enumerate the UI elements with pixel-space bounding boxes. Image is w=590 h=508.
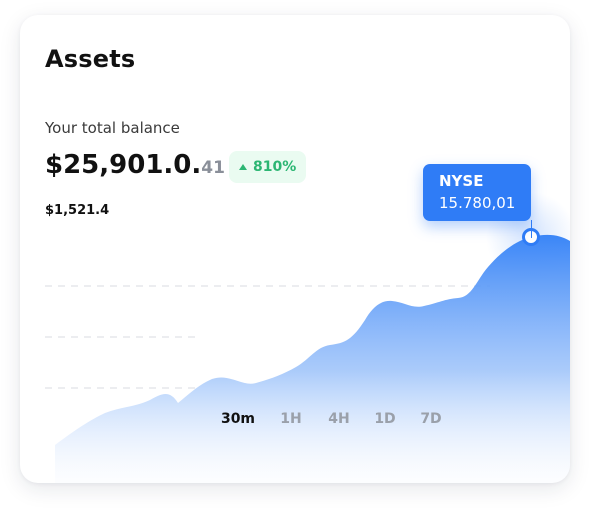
balance-label: Your total balance xyxy=(45,119,180,137)
balance-cents: 41 xyxy=(201,158,225,178)
arrow-up-icon xyxy=(239,164,247,170)
timeframe-1d[interactable]: 1D xyxy=(374,411,396,427)
sub-balance: $1,521.4 xyxy=(45,203,110,218)
tooltip-label: NYSE xyxy=(439,172,484,190)
timeframe-1h[interactable]: 1H xyxy=(280,411,302,427)
price-tooltip: NYSE 15.780,01 xyxy=(423,164,531,221)
tooltip-connector xyxy=(531,220,532,238)
change-value: 810% xyxy=(253,159,297,175)
assets-card: Assets Your total balance $25,901.0.41 8… xyxy=(20,15,570,483)
balance-main: $25,901.0. xyxy=(45,150,202,180)
timeframe-7d[interactable]: 7D xyxy=(420,411,442,427)
total-balance: $25,901.0.41 xyxy=(45,150,225,180)
tooltip-value: 15.780,01 xyxy=(439,194,516,212)
card-title: Assets xyxy=(45,45,136,73)
area-fill xyxy=(55,234,570,483)
grid-lines xyxy=(45,285,490,389)
timeframe-4h[interactable]: 4H xyxy=(328,411,350,427)
timeframe-selector: 30m 1H 4H 1D 7D xyxy=(210,411,454,427)
change-badge: 810% xyxy=(229,151,307,183)
timeframe-30m[interactable]: 30m xyxy=(220,411,256,427)
